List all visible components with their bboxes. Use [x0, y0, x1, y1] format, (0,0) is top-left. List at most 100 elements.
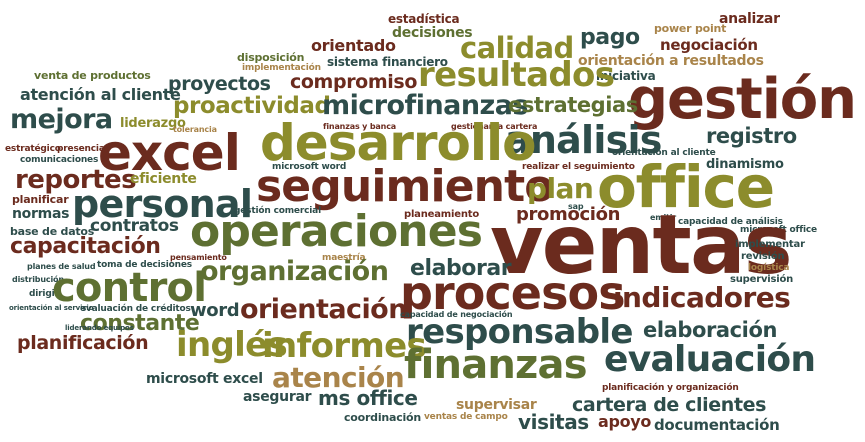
- word-gestion: gestión: [628, 67, 857, 132]
- word-negociacion: negociación: [660, 36, 758, 54]
- word-estrategico: estratégico: [5, 144, 61, 154]
- word-planificacion: planificación: [17, 332, 149, 354]
- word-asegurar: asegurar: [243, 389, 312, 405]
- word-operaciones: operaciones: [190, 206, 483, 257]
- word-constante: constante: [80, 311, 200, 336]
- word-realizar-el-seguimiento: realizar el seguimiento: [522, 162, 635, 172]
- word-analisis: análisis: [505, 118, 662, 162]
- word-personal: personal: [72, 182, 253, 226]
- word-ingles: inglés: [176, 325, 288, 365]
- word-seguimiento: seguimiento: [256, 161, 555, 212]
- word-implementacion: implementación: [242, 63, 321, 73]
- word-informes: informes: [262, 326, 427, 366]
- word-gestion-comercial: gestión comercial: [234, 206, 321, 216]
- word-indicadores: indicadores: [613, 281, 791, 314]
- word-eficiente: eficiente: [130, 171, 197, 187]
- word-microfinanzas: microfinanzas: [322, 90, 528, 121]
- word-estrategias: estrategias: [508, 93, 638, 117]
- word-microsoft-office: microsoft office: [740, 225, 817, 235]
- word-ms-office: ms office: [318, 386, 418, 410]
- word-microsoft-excel: microsoft excel: [146, 371, 263, 387]
- word-tolerancia: tolerancia: [173, 125, 217, 134]
- word-proyectos: proyectos: [168, 73, 271, 95]
- word-proactividad: proactividad: [173, 93, 331, 119]
- word-evaluacion-de-creditos: evaluación de créditos: [80, 304, 191, 314]
- word-calidad: calidad: [460, 31, 574, 65]
- word-toma-de-decisiones: toma de decisiones: [97, 260, 192, 270]
- word-planes-de-salud: planes de salud: [27, 262, 96, 271]
- word-documentacion: documentación: [654, 416, 780, 434]
- word-capacidad-de-analisis: capacidad de análisis: [678, 217, 783, 227]
- word-atencion: atención: [272, 361, 405, 394]
- word-excel: excel: [98, 124, 241, 182]
- word-gestionar-la-cartera: gestionar la cartera: [451, 122, 538, 131]
- word-finanzas-y-banca: finanzas y banca: [323, 122, 397, 131]
- word-ventas: ventas: [490, 198, 793, 293]
- word-orientacion: orientación: [240, 294, 407, 325]
- word-orientado: orientado: [311, 36, 396, 55]
- word-comunicaciones: comunicaciones: [20, 155, 99, 165]
- word-cartera-de-clientes: cartera de clientes: [572, 394, 767, 416]
- word-iniciativa: iniciativa: [596, 69, 656, 83]
- word-mejora: mejora: [10, 104, 113, 135]
- word-supervisar: supervisar: [456, 397, 537, 413]
- word-apoyo: apoyo: [598, 412, 652, 431]
- word-revision: revisión: [741, 251, 785, 262]
- word-office: office: [597, 153, 775, 221]
- word-dinamismo: dinamismo: [706, 157, 784, 172]
- word-orientacion-al-cliente: orientación al cliente: [612, 148, 716, 158]
- word-ventas-de-campo: ventas de campo: [424, 412, 508, 422]
- word-liderazgo: liderazgo: [120, 116, 186, 131]
- word-orientacion-a-resultados: orientación a resultados: [578, 53, 764, 69]
- word-pago: pago: [580, 25, 640, 50]
- word-responsable: responsable: [406, 312, 633, 352]
- word-plan: plan: [527, 172, 594, 205]
- word-distribucion: distribución: [12, 275, 64, 284]
- word-word: word: [190, 300, 240, 321]
- word-normas: normas: [12, 206, 70, 222]
- word-power-point: power point: [654, 22, 727, 35]
- word-decisiones: decisiones: [392, 25, 473, 41]
- word-evaluacion: evaluación: [604, 339, 816, 380]
- word-finanzas: finanzas: [404, 342, 588, 388]
- word-compromiso: compromiso: [290, 71, 418, 93]
- word-visitas: visitas: [518, 410, 589, 434]
- word-atencion-al-cliente: atención al cliente: [20, 85, 181, 104]
- word-maestria: maestría: [322, 253, 366, 263]
- word-pensamiento: pensamiento: [170, 253, 227, 262]
- word-base-de-datos: base de datos: [10, 225, 95, 238]
- word-planeamiento: planeamiento: [404, 209, 479, 220]
- word-microsoft-word: microsoft word: [272, 162, 347, 172]
- word-emitir: emitir: [650, 213, 677, 222]
- word-estadistica: estadística: [388, 12, 460, 26]
- word-registro: registro: [706, 124, 797, 148]
- word-dirigir: dirigir: [29, 289, 59, 299]
- word-orientacion-al-servicio: orientación al servicio: [9, 304, 94, 312]
- word-elaborar: elaborar: [410, 256, 512, 281]
- word-control: control: [52, 265, 207, 311]
- word-supervision: supervisión: [730, 274, 794, 285]
- word-resultados: resultados: [418, 55, 615, 95]
- word-planificacion-y-organizacion: planificación y organización: [602, 383, 739, 393]
- word-logistica: logística: [748, 263, 790, 273]
- word-desarrollo: desarrollo: [260, 114, 536, 172]
- word-liderando-equipos: liderando equipos: [65, 324, 134, 332]
- word-capacitacion: capacitación: [10, 234, 161, 259]
- word-organizacion: organización: [200, 256, 389, 287]
- word-sap: sap: [568, 202, 584, 211]
- word-contratos: contratos: [90, 216, 179, 236]
- word-procesos: procesos: [400, 266, 626, 320]
- word-implementar: implementar: [735, 239, 805, 250]
- word-elaboracion: elaboración: [643, 318, 778, 342]
- word-planificar: planificar: [12, 193, 69, 206]
- word-promocion: promoción: [516, 204, 621, 225]
- word-presencia: presencia: [57, 144, 105, 154]
- word-coordinacion: coordinación: [344, 411, 421, 424]
- word-sistema-financiero: sistema financiero: [327, 55, 448, 69]
- word-capacidad-de-negociacion: capacidad de negociación: [400, 310, 513, 319]
- word-analizar: analizar: [719, 11, 780, 27]
- word-disposicion: disposición: [237, 51, 305, 64]
- word-venta-de-productos: venta de productos: [34, 69, 151, 82]
- word-reportes: reportes: [15, 165, 137, 195]
